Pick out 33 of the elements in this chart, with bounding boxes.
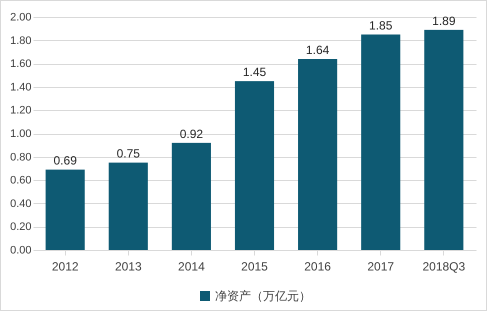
data-label: 1.85	[369, 18, 393, 32]
y-tick-label: 0.40	[10, 198, 32, 210]
bar	[234, 81, 274, 250]
bar	[298, 58, 338, 250]
x-tick-label: 2013	[114, 260, 142, 274]
x-tick-label: 2012	[52, 260, 79, 274]
data-label: 0.75	[116, 146, 140, 161]
x-tick-label: 2014	[178, 260, 206, 274]
bar	[361, 34, 400, 250]
x-tick-label: 2018Q3	[422, 260, 466, 274]
bar	[108, 162, 148, 250]
legend-label: 净资产（万亿元）	[215, 289, 311, 303]
data-label: 1.45	[242, 65, 266, 80]
data-label: 1.89	[432, 14, 456, 28]
y-tick-label: 2.00	[10, 12, 32, 24]
bar	[424, 30, 464, 250]
y-tick-label: 1.00	[10, 128, 32, 140]
y-tick-label: 1.20	[10, 104, 32, 117]
y-tick-label: 1.60	[10, 58, 32, 70]
bar	[172, 142, 211, 250]
y-tick-label: 0.00	[10, 244, 32, 256]
y-tick-label: 0.60	[10, 174, 32, 187]
y-tick-label: 1.40	[10, 81, 32, 94]
x-tick-label: 2015	[241, 260, 268, 274]
data-label: 0.92	[180, 126, 204, 141]
bar	[46, 170, 85, 250]
x-tick-label: 2016	[304, 260, 332, 274]
y-tick-label: 1.80	[10, 34, 32, 47]
y-tick-label: 0.80	[10, 151, 32, 164]
y-tick-label: 0.20	[10, 221, 32, 234]
data-label: 1.64	[306, 42, 330, 57]
x-tick-label: 2017	[367, 260, 394, 274]
data-label: 0.69	[54, 154, 78, 168]
